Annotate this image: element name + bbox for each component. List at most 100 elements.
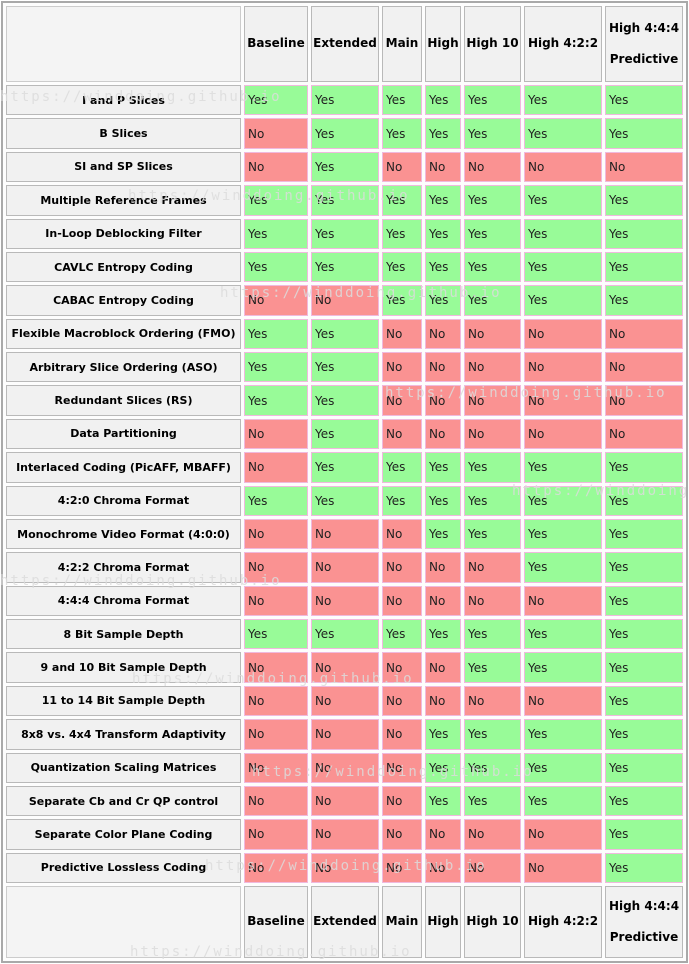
cell-no: No <box>244 418 308 450</box>
table-row: Data Partitioning No Yes No No No No No <box>6 418 683 450</box>
cell-yes: Yes <box>311 151 379 183</box>
cell-no: No <box>524 418 602 450</box>
table-row: Interlaced Coding (PicAFF, MBAFF) No Yes Ye… <box>6 452 683 483</box>
feature-label-9-and-10-bit-sample-depth: 9 and 10 Bit Sample Depth <box>6 652 241 683</box>
cell-yes: Yes <box>464 518 521 550</box>
cell-yes: Yes <box>464 619 521 650</box>
feature-label-4-2-0-chroma-format: 4:2:0 Chroma Format <box>6 485 241 516</box>
table-row: Monochrome Video Format (4:0:0) No No No Yes… <box>6 518 683 550</box>
table-row: Separate Color Plane Coding No No No No No No Y… <box>6 819 683 850</box>
table-row: 4:2:0 Chroma Format Yes Yes Yes Yes Yes Yes Yes <box>6 485 683 516</box>
column-header-high-10: High 10 <box>464 6 521 82</box>
table-row: CABAC Entropy Coding No No Yes Yes Yes Yes Yes <box>6 285 683 316</box>
feature-label-quantization-scaling-matrices: Quantization Scaling Matrices <box>6 752 241 783</box>
cell-yes: Yes <box>382 85 422 116</box>
cell-yes: Yes <box>524 785 602 817</box>
cell-no: No <box>382 518 422 550</box>
feature-label-data-partitioning: Data Partitioning <box>6 418 241 450</box>
cell-yes: Yes <box>605 552 683 583</box>
cell-yes: Yes <box>464 118 521 149</box>
feature-label-flexible-macroblock-ordering-fmo: Flexible Macroblock Ordering (FMO) <box>6 318 241 349</box>
corner-cell-bottom <box>6 886 241 958</box>
column-header-main: Main <box>382 6 422 82</box>
cell-yes: Yes <box>244 318 308 349</box>
cell-no: No <box>382 318 422 349</box>
column-footer-high-10: High 10 <box>464 886 521 958</box>
cell-no: No <box>524 585 602 616</box>
column-header-high-4-4-4-predictive: High 4:4:4 Predictive <box>605 6 683 82</box>
cell-yes: Yes <box>524 251 602 283</box>
cell-no: No <box>464 552 521 583</box>
table-row: Predictive Lossless Coding No No No No No No Ye… <box>6 852 683 883</box>
feature-label-separate-cb-and-cr-qp-control: Separate Cb and Cr QP control <box>6 785 241 817</box>
cell-yes: Yes <box>382 185 422 216</box>
cell-no: No <box>382 852 422 883</box>
cell-no: No <box>425 418 461 450</box>
cell-no: No <box>311 585 379 616</box>
table-row: Arbitrary Slice Ordering (ASO) Yes Yes No No… <box>6 352 683 383</box>
cell-yes: Yes <box>311 418 379 450</box>
cell-no: No <box>311 685 379 717</box>
cell-no: No <box>605 151 683 183</box>
table-row: Multiple Reference Frames Yes Yes Yes Yes Yes… <box>6 185 683 216</box>
column-header-high: High <box>425 6 461 82</box>
cell-no: No <box>464 418 521 450</box>
cell-yes: Yes <box>425 285 461 316</box>
cell-yes: Yes <box>605 652 683 683</box>
cell-yes: Yes <box>382 118 422 149</box>
cell-no: No <box>244 585 308 616</box>
cell-yes: Yes <box>311 619 379 650</box>
cell-yes: Yes <box>425 619 461 650</box>
cell-no: No <box>311 819 379 850</box>
cell-yes: Yes <box>244 352 308 383</box>
column-footer-extended: Extended <box>311 886 379 958</box>
cell-yes: Yes <box>382 218 422 249</box>
cell-no: No <box>382 585 422 616</box>
cell-yes: Yes <box>311 318 379 349</box>
cell-yes: Yes <box>524 118 602 149</box>
cell-no: No <box>244 819 308 850</box>
cell-yes: Yes <box>244 251 308 283</box>
cell-yes: Yes <box>311 485 379 516</box>
cell-no: No <box>464 352 521 383</box>
cell-yes: Yes <box>524 85 602 116</box>
cell-yes: Yes <box>425 251 461 283</box>
table-row: 4:4:4 Chroma Format No No No No No No Yes <box>6 585 683 616</box>
cell-yes: Yes <box>244 185 308 216</box>
cell-no: No <box>524 151 602 183</box>
table-row: In-Loop Deblocking Filter Yes Yes Yes Yes Yes… <box>6 218 683 249</box>
cell-no: No <box>382 652 422 683</box>
table-row: B Slices No Yes Yes Yes Yes Yes Yes <box>6 118 683 149</box>
cell-yes: Yes <box>464 652 521 683</box>
cell-yes: Yes <box>244 218 308 249</box>
cell-yes: Yes <box>425 185 461 216</box>
cell-yes: Yes <box>524 285 602 316</box>
cell-no: No <box>311 752 379 783</box>
cell-yes: Yes <box>382 485 422 516</box>
cell-yes: Yes <box>311 452 379 483</box>
table-row: Redundant Slices (RS) Yes Yes No No No No No <box>6 385 683 416</box>
cell-yes: Yes <box>464 752 521 783</box>
cell-yes: Yes <box>464 251 521 283</box>
feature-label-cabac-entropy-coding: CABAC Entropy Coding <box>6 285 241 316</box>
cell-yes: Yes <box>425 452 461 483</box>
cell-yes: Yes <box>382 452 422 483</box>
cell-no: No <box>425 151 461 183</box>
cell-no: No <box>244 552 308 583</box>
cell-yes: Yes <box>311 218 379 249</box>
cell-no: No <box>244 452 308 483</box>
table-row: 8 Bit Sample Depth Yes Yes Yes Yes Yes Yes Yes <box>6 619 683 650</box>
cell-no: No <box>425 385 461 416</box>
cell-yes: Yes <box>311 352 379 383</box>
cell-yes: Yes <box>605 85 683 116</box>
cell-no: No <box>464 852 521 883</box>
cell-yes: Yes <box>605 251 683 283</box>
cell-yes: Yes <box>464 719 521 750</box>
cell-no: No <box>311 852 379 883</box>
cell-yes: Yes <box>311 185 379 216</box>
feature-label-multiple-reference-frames: Multiple Reference Frames <box>6 185 241 216</box>
cell-no: No <box>382 418 422 450</box>
cell-yes: Yes <box>425 118 461 149</box>
cell-no: No <box>605 385 683 416</box>
cell-yes: Yes <box>244 485 308 516</box>
